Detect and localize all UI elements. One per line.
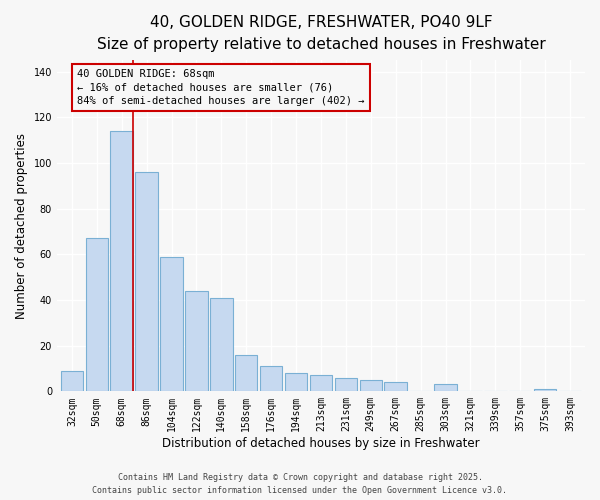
Bar [86, 238, 108, 392]
Bar [534, 389, 556, 392]
Bar [310, 376, 332, 392]
Bar [110, 131, 133, 392]
Bar [185, 291, 208, 392]
Text: Contains HM Land Registry data © Crown copyright and database right 2025.
Contai: Contains HM Land Registry data © Crown c… [92, 474, 508, 495]
Y-axis label: Number of detached properties: Number of detached properties [15, 133, 28, 319]
Bar [385, 382, 407, 392]
Bar [61, 371, 83, 392]
Bar [136, 172, 158, 392]
Bar [260, 366, 283, 392]
X-axis label: Distribution of detached houses by size in Freshwater: Distribution of detached houses by size … [162, 437, 480, 450]
Bar [235, 355, 257, 392]
Bar [160, 256, 183, 392]
Bar [359, 380, 382, 392]
Bar [210, 298, 233, 392]
Bar [335, 378, 357, 392]
Bar [434, 384, 457, 392]
Title: 40, GOLDEN RIDGE, FRESHWATER, PO40 9LF
Size of property relative to detached hou: 40, GOLDEN RIDGE, FRESHWATER, PO40 9LF S… [97, 15, 545, 52]
Text: 40 GOLDEN RIDGE: 68sqm
← 16% of detached houses are smaller (76)
84% of semi-det: 40 GOLDEN RIDGE: 68sqm ← 16% of detached… [77, 70, 364, 106]
Bar [285, 373, 307, 392]
